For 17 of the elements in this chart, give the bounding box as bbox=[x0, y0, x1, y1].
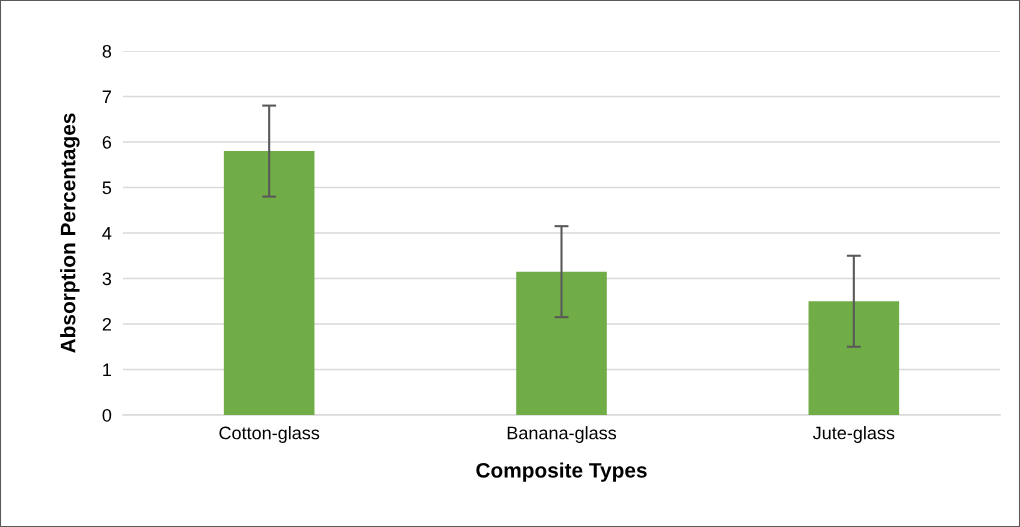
y-tick-label: 0 bbox=[102, 408, 112, 422]
bar bbox=[516, 271, 607, 415]
x-tick-label: Cotton-glass bbox=[219, 426, 320, 443]
x-tick-label: Banana-glass bbox=[507, 426, 617, 443]
y-tick-label: 8 bbox=[102, 44, 112, 58]
y-tick-label: 3 bbox=[102, 272, 112, 286]
y-tick-label: 4 bbox=[102, 227, 112, 240]
y-tick-label: 1 bbox=[103, 363, 112, 377]
bar bbox=[808, 301, 900, 415]
y-tick-label: 6 bbox=[102, 135, 112, 149]
x-axis-title: Composite Types bbox=[476, 462, 647, 482]
y-axis-title: Absorption Percentages bbox=[60, 113, 80, 353]
y-tick-label: 2 bbox=[102, 317, 111, 331]
y-tick-label: 5 bbox=[102, 181, 112, 195]
bar bbox=[223, 151, 315, 415]
y-tick-label: 7 bbox=[102, 90, 111, 104]
x-tick-label: Jute-glass bbox=[812, 426, 895, 443]
